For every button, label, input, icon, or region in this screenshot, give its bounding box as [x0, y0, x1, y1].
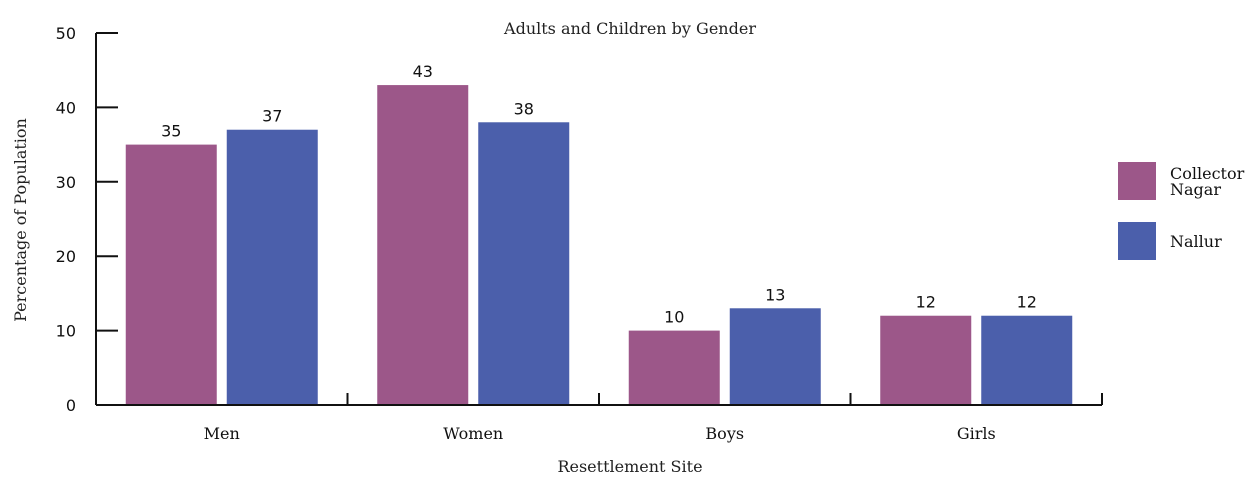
y-tick-label: 40 [56, 98, 76, 117]
bar [981, 315, 1073, 405]
bar [628, 330, 720, 405]
bar-value-label: 38 [514, 99, 534, 118]
legend-label: Collector Nagar [1170, 164, 1245, 199]
bar-value-label: 13 [765, 285, 785, 304]
y-tick-label: 20 [56, 247, 76, 266]
bar [125, 144, 217, 405]
x-axis-label: Resettlement Site [557, 457, 702, 476]
x-tick-label: Girls [957, 424, 996, 443]
bar-value-label: 37 [262, 107, 282, 126]
legend: Collector Nagar Nallur [1118, 162, 1245, 260]
x-tick-label: Women [443, 424, 503, 443]
bar-value-label: 12 [1017, 293, 1037, 312]
x-tick-label: Boys [705, 424, 744, 443]
bar [478, 122, 570, 405]
bar-value-label: 10 [664, 308, 684, 327]
bar-value-label: 35 [161, 122, 181, 141]
y-tick-label: 50 [56, 24, 76, 43]
y-tick-label: 30 [56, 173, 76, 192]
chart-title: Adults and Children by Gender [503, 19, 756, 38]
legend-label: Nallur [1170, 232, 1222, 251]
bar [377, 85, 469, 405]
legend-swatch [1118, 162, 1156, 200]
bar [729, 308, 821, 405]
bar [880, 315, 972, 405]
x-tick-label: Men [204, 424, 240, 443]
bar [226, 129, 318, 405]
legend-swatch [1118, 222, 1156, 260]
y-axis-label: Percentage of Population [11, 118, 30, 322]
y-tick-label: 0 [66, 396, 76, 415]
plot-area: 35 43 10 12 37 38 13 12 0 10 20 30 40 50 Men Women Boys G… [56, 24, 1103, 443]
bar-value-label: 43 [413, 62, 433, 81]
bar-value-label: 12 [916, 293, 936, 312]
y-tick-label: 10 [56, 322, 76, 341]
